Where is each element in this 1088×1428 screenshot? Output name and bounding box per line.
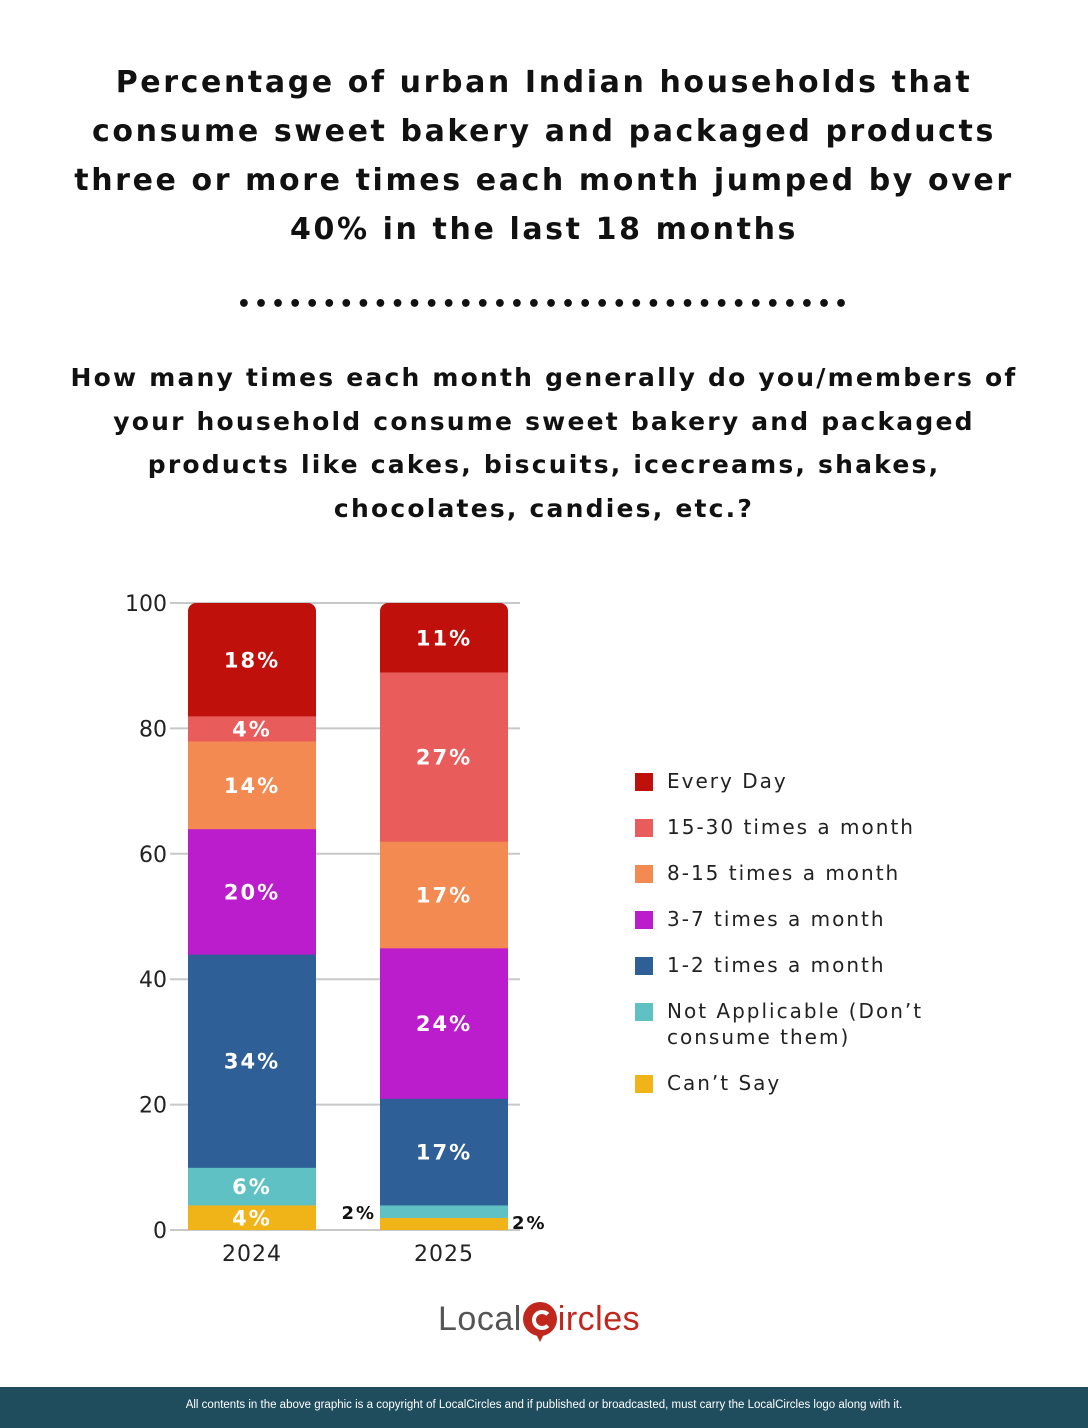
copyright-footer: All contents in the above graphic is a c… [0, 1387, 1088, 1428]
data-label: 4% [232, 1206, 272, 1230]
bar-segment-2024-not-applicable-don-t-consume-them- [188, 1167, 316, 1206]
legend-item-every-day: Every Day [635, 768, 967, 794]
data-label: 24% [416, 1012, 472, 1036]
legend-label: Can’t Say [667, 1071, 782, 1095]
y-tick-label: 100 [125, 592, 167, 617]
bar-segment-2024-1-2-times-a-month [188, 954, 316, 1168]
legend: Every Day 15-30 times a month 8-15 times… [635, 768, 967, 1116]
localcircles-logo: Local ircles [438, 1300, 641, 1342]
legend-item-8-15: 8-15 times a month [635, 860, 967, 886]
legend-item-3-7: 3-7 times a month [635, 906, 967, 932]
y-tick-label: 60 [139, 843, 167, 868]
y-tick-label: 0 [153, 1219, 167, 1244]
legend-item-1-2: 1-2 times a month [635, 952, 967, 978]
legend-label: 1-2 times a month [667, 953, 886, 977]
legend-label: 15-30 times a month [667, 815, 915, 839]
legend-swatch [635, 911, 653, 929]
legend-swatch [635, 865, 653, 883]
bar-segment-2024-3-7-times-a-month [188, 828, 316, 955]
logo-pin-icon [522, 1302, 557, 1342]
bar-segment-2024-15-30-times-a-month [188, 715, 316, 742]
legend-swatch [635, 819, 653, 837]
data-label: 34% [224, 1050, 280, 1074]
legend-label: Not Applicable (Don’t consume them) [667, 999, 924, 1049]
legend-label: 8-15 times a month [667, 861, 901, 885]
y-tick-label: 80 [139, 717, 167, 742]
bar-segment-2024-every-day [188, 603, 316, 717]
data-label: 4% [232, 717, 272, 741]
legend-swatch [635, 1075, 653, 1093]
data-label: 11% [416, 626, 472, 650]
bar-segment-2024-can-t-say [188, 1204, 316, 1230]
legend-label: Every Day [667, 769, 788, 793]
legend-item-not-applicable: Not Applicable (Don’t consume them) [635, 998, 967, 1050]
bar-segment-2025-15-30-times-a-month [380, 671, 508, 842]
logo-text-ircles: ircles [557, 1300, 641, 1338]
data-label: 17% [416, 1141, 472, 1165]
survey-question: How many times each month generally do y… [70, 363, 1018, 523]
bar-segment-2025-can-t-say [380, 1217, 508, 1230]
data-label: 6% [232, 1175, 272, 1199]
x-tick-label: 2024 [222, 1242, 282, 1267]
data-label: 14% [224, 774, 280, 798]
legend-swatch [635, 1003, 653, 1021]
data-label: 20% [224, 880, 280, 904]
legend-swatch [635, 957, 653, 975]
dotted-separator: •••••••••••••••••••••••••••••••••••• [236, 292, 852, 312]
x-tick-label: 2025 [414, 1242, 474, 1267]
legend-item-cant-say: Can’t Say [635, 1070, 967, 1096]
y-tick-label: 40 [139, 968, 167, 993]
bar-segment-2025-every-day [380, 603, 508, 673]
legend-label: 3-7 times a month [667, 907, 886, 931]
data-label: 2% [341, 1203, 376, 1224]
y-tick-label: 20 [139, 1094, 167, 1119]
bar-segment-2025-not-applicable-don-t-consume-them- [380, 1204, 508, 1218]
legend-item-15-30: 15-30 times a month [635, 814, 967, 840]
data-label: 17% [416, 884, 472, 908]
bar-segment-2024-8-15-times-a-month [188, 740, 316, 830]
bar-segment-2025-1-2-times-a-month [380, 1098, 508, 1206]
data-label: 18% [224, 648, 280, 672]
chart-title: Percentage of urban Indian households th… [74, 65, 1014, 247]
legend-swatch [635, 773, 653, 791]
data-label: 27% [416, 746, 472, 770]
stacked-bar-chart: 0 20 40 60 80 100 4% 6% 34% 20% 14% 4% 18% 2024 2% 2% 17… [125, 592, 547, 1267]
logo-text-local: Local [438, 1300, 522, 1338]
bar-segment-2025-8-15-times-a-month [380, 841, 508, 949]
data-label: 2% [512, 1213, 547, 1234]
bar-segment-2025-3-7-times-a-month [380, 947, 508, 1099]
